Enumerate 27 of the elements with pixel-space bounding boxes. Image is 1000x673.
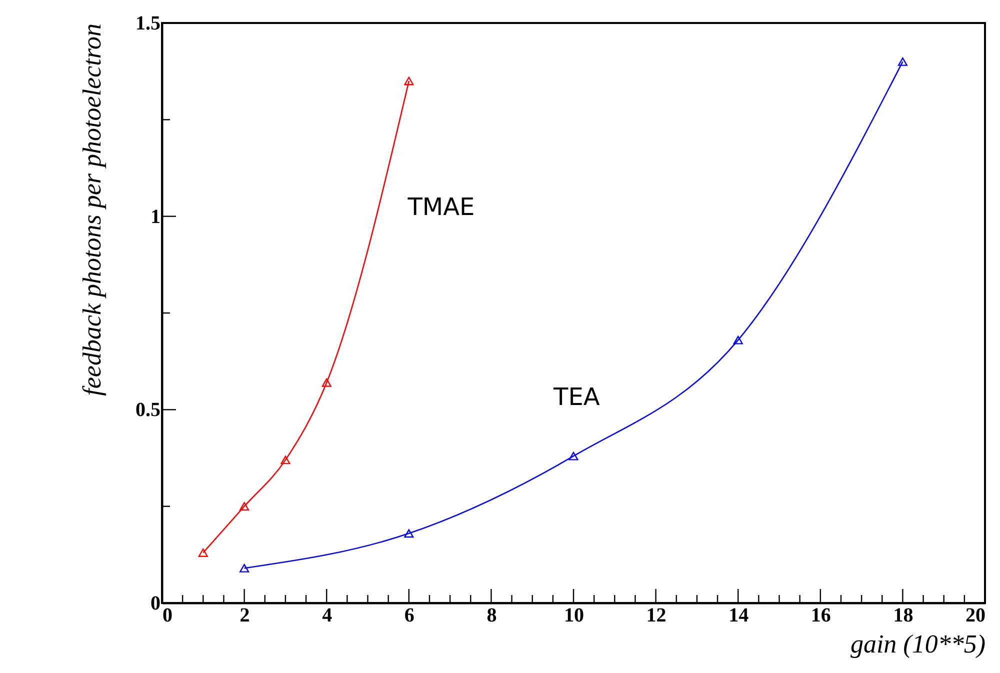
x-tick-label: 20 — [966, 604, 986, 626]
point — [568, 452, 578, 460]
series-label: TMAE — [406, 192, 475, 221]
point — [898, 57, 908, 66]
y-tick-label: 0.5 — [136, 399, 160, 422]
point — [198, 548, 208, 557]
x-tick-label: 4 — [322, 604, 332, 626]
x-tick-label: 2 — [240, 604, 250, 626]
x-tick-label: 18 — [893, 604, 914, 626]
point — [240, 502, 250, 511]
point — [280, 456, 290, 464]
series-label: TEA — [552, 383, 600, 412]
point — [240, 564, 250, 572]
y-tick-label: 1.5 — [136, 12, 160, 34]
y-tick-label: 1 — [150, 206, 160, 228]
point — [404, 76, 414, 86]
x-axis-title: gain (10**5) — [850, 630, 986, 658]
point — [404, 529, 414, 538]
x-tick-label: 8 — [486, 604, 497, 626]
x-tick-label: 10 — [564, 604, 584, 626]
x-tick-label: 16 — [810, 604, 831, 626]
x-tick-label: 6 — [404, 604, 414, 626]
x-tick-label: 12 — [646, 604, 666, 626]
x-tick-label: 14 — [728, 604, 749, 626]
point — [733, 336, 743, 344]
point — [322, 378, 332, 387]
y-axis-title: feedback photons per photoelectron — [78, 24, 106, 396]
